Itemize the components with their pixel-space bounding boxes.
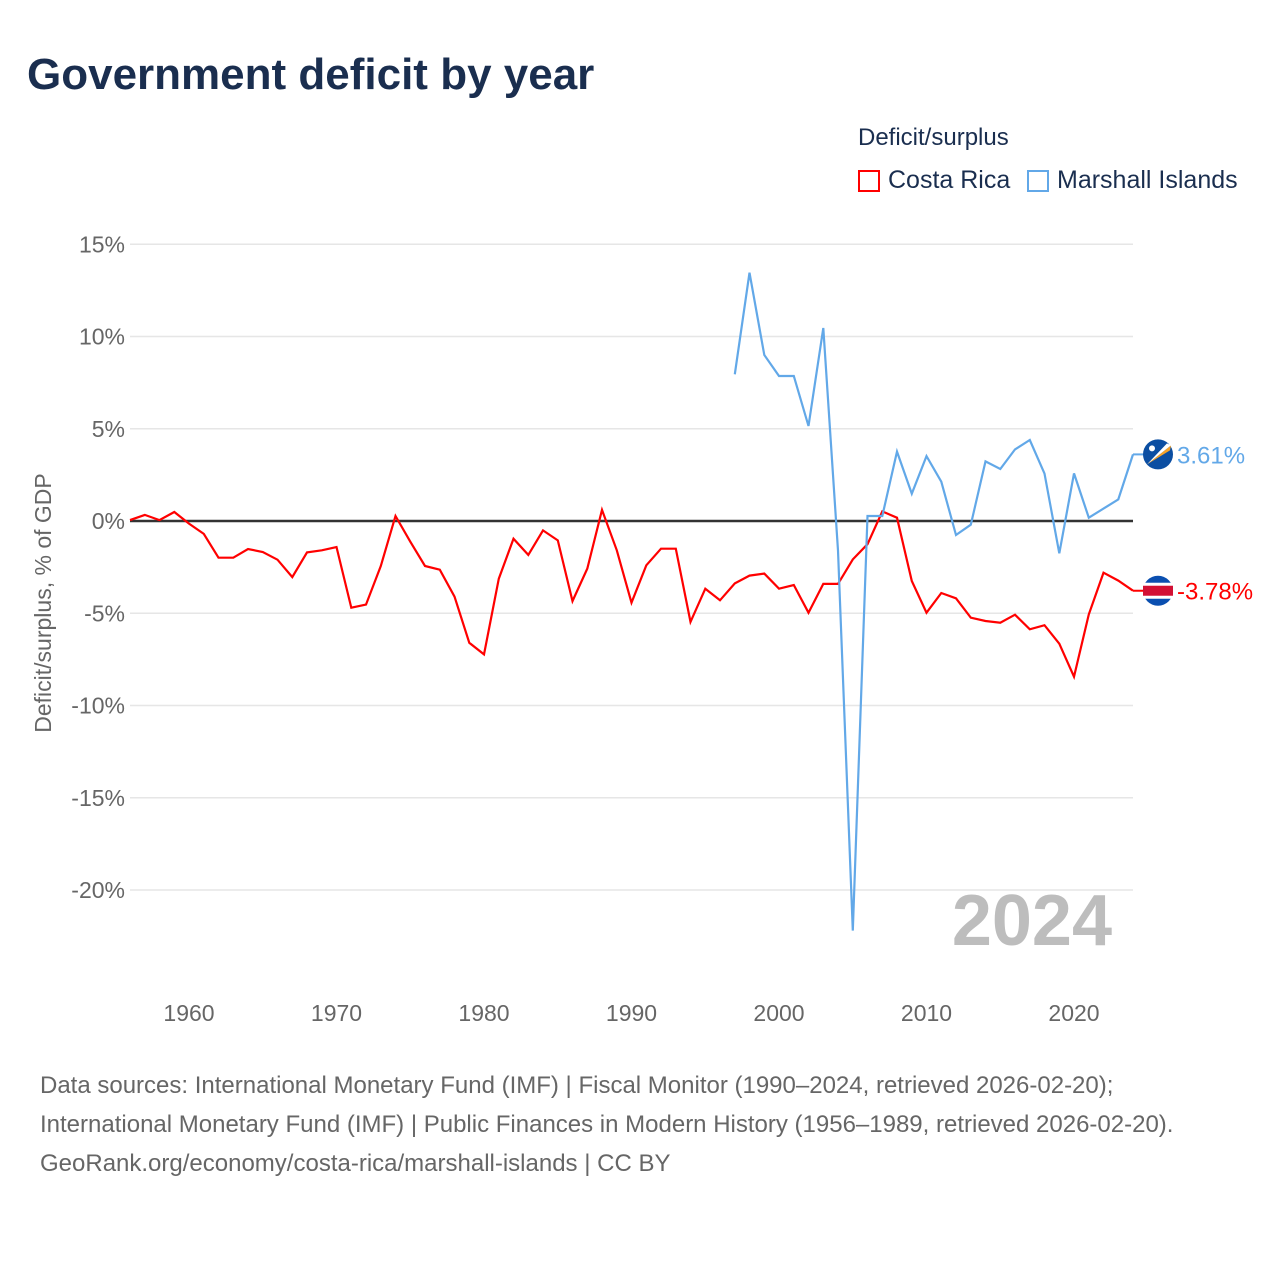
year-watermark: 2024 <box>952 881 1112 961</box>
legend-swatch-costa-rica <box>858 169 880 192</box>
legend-item-costa-rica[interactable]: Costa Rica <box>858 166 1010 195</box>
legend-label: Marshall Islands <box>1057 166 1238 194</box>
legend-item-marshall-islands[interactable]: Marshall Islands <box>1027 166 1238 195</box>
y-tick-label: 5% <box>92 416 125 442</box>
x-tick-label: 2000 <box>753 1000 804 1026</box>
costa-rica-flag-icon <box>1143 575 1173 606</box>
y-tick-label: 10% <box>79 324 125 350</box>
end-value-label: -3.78% <box>1177 579 1253 606</box>
x-tick-label: 1980 <box>458 1000 509 1026</box>
x-tick-label: 2020 <box>1048 1000 1099 1026</box>
footer: Data sources: International Monetary Fun… <box>40 1066 1240 1183</box>
x-tick-label: 1960 <box>163 1000 214 1026</box>
y-tick-label: 15% <box>79 231 125 257</box>
x-tick-label: 1970 <box>311 1000 362 1026</box>
series-line-costa-rica <box>129 506 1134 681</box>
flag-stripe-red <box>1143 585 1173 596</box>
end-value-label: 3.61% <box>1177 442 1245 469</box>
legend-title: Deficit/surplus <box>858 124 1009 151</box>
y-tick-label: 0% <box>92 508 125 534</box>
y-tick-label: -10% <box>71 693 125 719</box>
y-tick-label: -15% <box>71 785 125 811</box>
x-tick-label: 1990 <box>606 1000 657 1026</box>
y-tick-label: -20% <box>71 877 125 903</box>
y-axis-label: Deficit/surplus, % of GDP <box>30 473 56 732</box>
flag-stripe-white <box>1147 443 1171 465</box>
legend-label: Costa Rica <box>888 166 1011 194</box>
flag-star <box>1149 445 1155 452</box>
marshall-islands-flag-icon <box>1143 439 1173 470</box>
page-title: Government deficit by year <box>27 50 595 99</box>
y-tick-label: -5% <box>84 600 125 626</box>
series-line-marshall-islands <box>733 272 1135 931</box>
data-sources: Data sources: International Monetary Fun… <box>40 1072 1174 1138</box>
line-chart: 15% 10% 5% 0% -5% -10% -15% -20% 1960 1970 1980 199… <box>30 231 1253 1026</box>
x-tick-label: 2010 <box>901 1000 952 1026</box>
credit-link[interactable]: GeoRank.org/economy/costa-rica/marshall-… <box>40 1150 671 1177</box>
legend-swatch-marshall-islands <box>1027 169 1049 192</box>
